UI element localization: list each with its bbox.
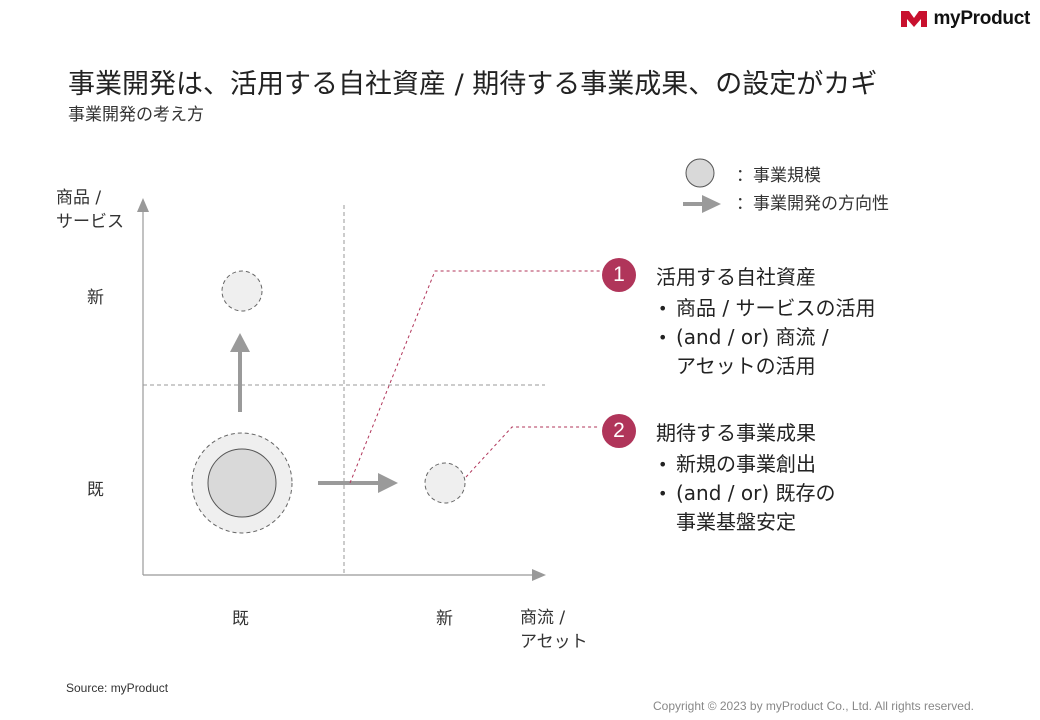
point-2-bullet-1: 新規の事業創出 bbox=[658, 450, 836, 479]
y-label-new: 新 bbox=[87, 288, 104, 308]
x-axis-arrowhead bbox=[532, 569, 546, 581]
callout-leader-1 bbox=[349, 270, 600, 484]
new-product-circle bbox=[221, 270, 263, 312]
x-axis-title: 商流 / アセット bbox=[520, 606, 588, 654]
legend-arrow-label: ：事業開発の方向性 bbox=[736, 194, 889, 214]
right-direction-arrowhead bbox=[378, 473, 398, 493]
point-2-header: 2 期待する事業成果 bbox=[602, 414, 836, 448]
y-axis-title: 商品 / サービス bbox=[56, 186, 124, 234]
brand-logo: myProduct bbox=[901, 8, 1030, 30]
y-axis-arrowhead bbox=[137, 198, 149, 212]
point-1-bullet-2: (and / or) 商流 / アセットの活用 bbox=[658, 323, 875, 381]
y-axis-title-line2: サービス bbox=[56, 212, 124, 232]
x-axis-title-line2: アセット bbox=[520, 632, 588, 652]
point-1-bullets: 商品 / サービスの活用 (and / or) 商流 / アセットの活用 bbox=[656, 294, 875, 381]
point-2-bullet-2: (and / or) 既存の 事業基盤安定 bbox=[658, 479, 835, 537]
y-axis-title-line1: 商品 / bbox=[56, 188, 102, 208]
page-title: 事業開発は、活用する自社資産 / 期待する事業成果、の設定がカギ bbox=[68, 69, 878, 100]
new-channel-circle bbox=[424, 462, 466, 504]
point-2-bullets: 新規の事業創出 (and / or) 既存の 事業基盤安定 bbox=[656, 450, 836, 537]
legend-circle-icon bbox=[685, 158, 715, 188]
x-label-new: 新 bbox=[436, 609, 453, 629]
point-1-number-badge: 1 bbox=[602, 258, 636, 292]
x-label-existing: 既 bbox=[232, 609, 249, 629]
existing-business-circle bbox=[207, 448, 277, 518]
x-axis-title-line1: 商流 / bbox=[520, 608, 566, 628]
point-2: 2 期待する事業成果 新規の事業創出 (and / or) 既存の 事業基盤安定 bbox=[602, 414, 836, 537]
y-label-existing: 既 bbox=[87, 480, 104, 500]
point-1-title: 活用する自社資産 bbox=[656, 264, 816, 289]
callout-leader-2 bbox=[465, 426, 600, 478]
source-note: Source: myProduct bbox=[66, 681, 169, 695]
point-2-title: 期待する事業成果 bbox=[656, 420, 816, 445]
legend-circle-label: ：事業規模 bbox=[736, 166, 821, 186]
brand-name: myProduct bbox=[933, 8, 1030, 29]
brand-logo-icon bbox=[901, 11, 928, 27]
point-1: 1 活用する自社資産 商品 / サービスの活用 (and / or) 商流 / … bbox=[602, 258, 875, 381]
point-2-number-badge: 2 bbox=[602, 414, 636, 448]
copyright-note: Copyright © 2023 by myProduct Co., Ltd. … bbox=[653, 699, 974, 713]
up-direction-arrowhead bbox=[230, 333, 250, 352]
point-1-bullet-1: 商品 / サービスの活用 bbox=[658, 294, 875, 323]
point-1-header: 1 活用する自社資産 bbox=[602, 258, 875, 292]
page-subtitle: 事業開発の考え方 bbox=[68, 105, 204, 125]
legend-arrowhead-icon bbox=[702, 195, 721, 213]
